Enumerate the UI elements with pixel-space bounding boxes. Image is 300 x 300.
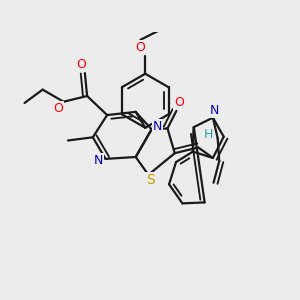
Text: N: N [210, 104, 219, 117]
Text: O: O [174, 95, 184, 109]
Text: O: O [53, 102, 63, 115]
Text: N: N [153, 120, 162, 133]
Text: S: S [147, 173, 155, 188]
Text: H: H [204, 128, 213, 141]
Text: N: N [94, 154, 103, 167]
Text: O: O [136, 41, 146, 54]
Text: O: O [76, 58, 86, 71]
